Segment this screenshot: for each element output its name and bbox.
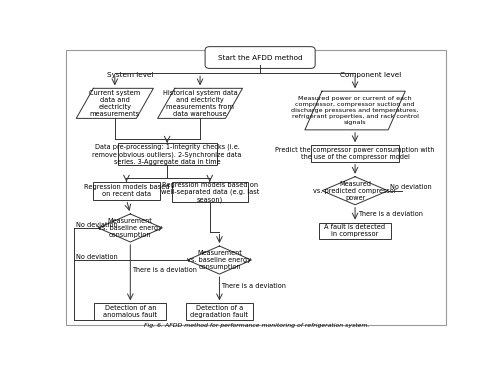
Text: Measurement
vs. baseline energy
consumption: Measurement vs. baseline energy consumpt… bbox=[98, 218, 162, 238]
Polygon shape bbox=[305, 91, 405, 130]
FancyBboxPatch shape bbox=[205, 46, 315, 68]
Polygon shape bbox=[98, 214, 162, 242]
Bar bbox=[186, 303, 254, 320]
Polygon shape bbox=[188, 246, 252, 274]
Text: Start the AFDD method: Start the AFDD method bbox=[218, 55, 302, 61]
Text: Current system
data and
electricity
measurements: Current system data and electricity meas… bbox=[89, 90, 141, 117]
Bar bbox=[92, 182, 160, 200]
Bar bbox=[312, 145, 398, 162]
Bar bbox=[172, 182, 248, 202]
Text: System level: System level bbox=[107, 72, 154, 78]
Text: A fault is detected
in compressor: A fault is detected in compressor bbox=[324, 224, 386, 237]
Bar bbox=[118, 143, 216, 165]
Text: Measured
vs. predicted compressor
power: Measured vs. predicted compressor power bbox=[314, 181, 397, 201]
Polygon shape bbox=[158, 88, 242, 118]
Polygon shape bbox=[322, 177, 388, 205]
Text: No deviation: No deviation bbox=[76, 221, 118, 228]
Text: Detection of an
anomalous fault: Detection of an anomalous fault bbox=[104, 305, 158, 318]
Text: Fig. 6. AFDD method for performance monitoring of refrigeration system.: Fig. 6. AFDD method for performance moni… bbox=[144, 323, 369, 328]
Text: There is a deviation: There is a deviation bbox=[222, 283, 286, 289]
Bar bbox=[94, 303, 166, 320]
Text: No deviation: No deviation bbox=[390, 184, 432, 190]
Text: Component level: Component level bbox=[340, 72, 401, 78]
Text: Measurement
vs. baseline energy
consumption: Measurement vs. baseline energy consumpt… bbox=[188, 250, 252, 270]
Text: Regression models based on
well-separated data (e.g. last
season): Regression models based on well-separate… bbox=[160, 182, 259, 203]
Text: Regression models based
on recent data: Regression models based on recent data bbox=[84, 184, 169, 197]
Bar bbox=[319, 222, 391, 239]
Text: Detection of a
degradation fault: Detection of a degradation fault bbox=[190, 305, 248, 318]
Text: Data pre-processing: 1-Integrity checks (i.e.
remove obvious outliers). 2-Synchr: Data pre-processing: 1-Integrity checks … bbox=[92, 144, 242, 164]
Polygon shape bbox=[76, 88, 154, 118]
Text: There is a deviation: There is a deviation bbox=[358, 211, 423, 217]
Text: There is a deviation: There is a deviation bbox=[132, 267, 197, 273]
Text: No deviation: No deviation bbox=[76, 254, 118, 260]
Text: Historical system data
and electricity
measurements from
data warehouse: Historical system data and electricity m… bbox=[162, 90, 238, 117]
Text: Measured power or current of each
compressor, compressor suction and
discharge p: Measured power or current of each compre… bbox=[292, 96, 418, 125]
Text: Predict the compressor power consumption with
the use of the compressor model: Predict the compressor power consumption… bbox=[276, 147, 435, 160]
